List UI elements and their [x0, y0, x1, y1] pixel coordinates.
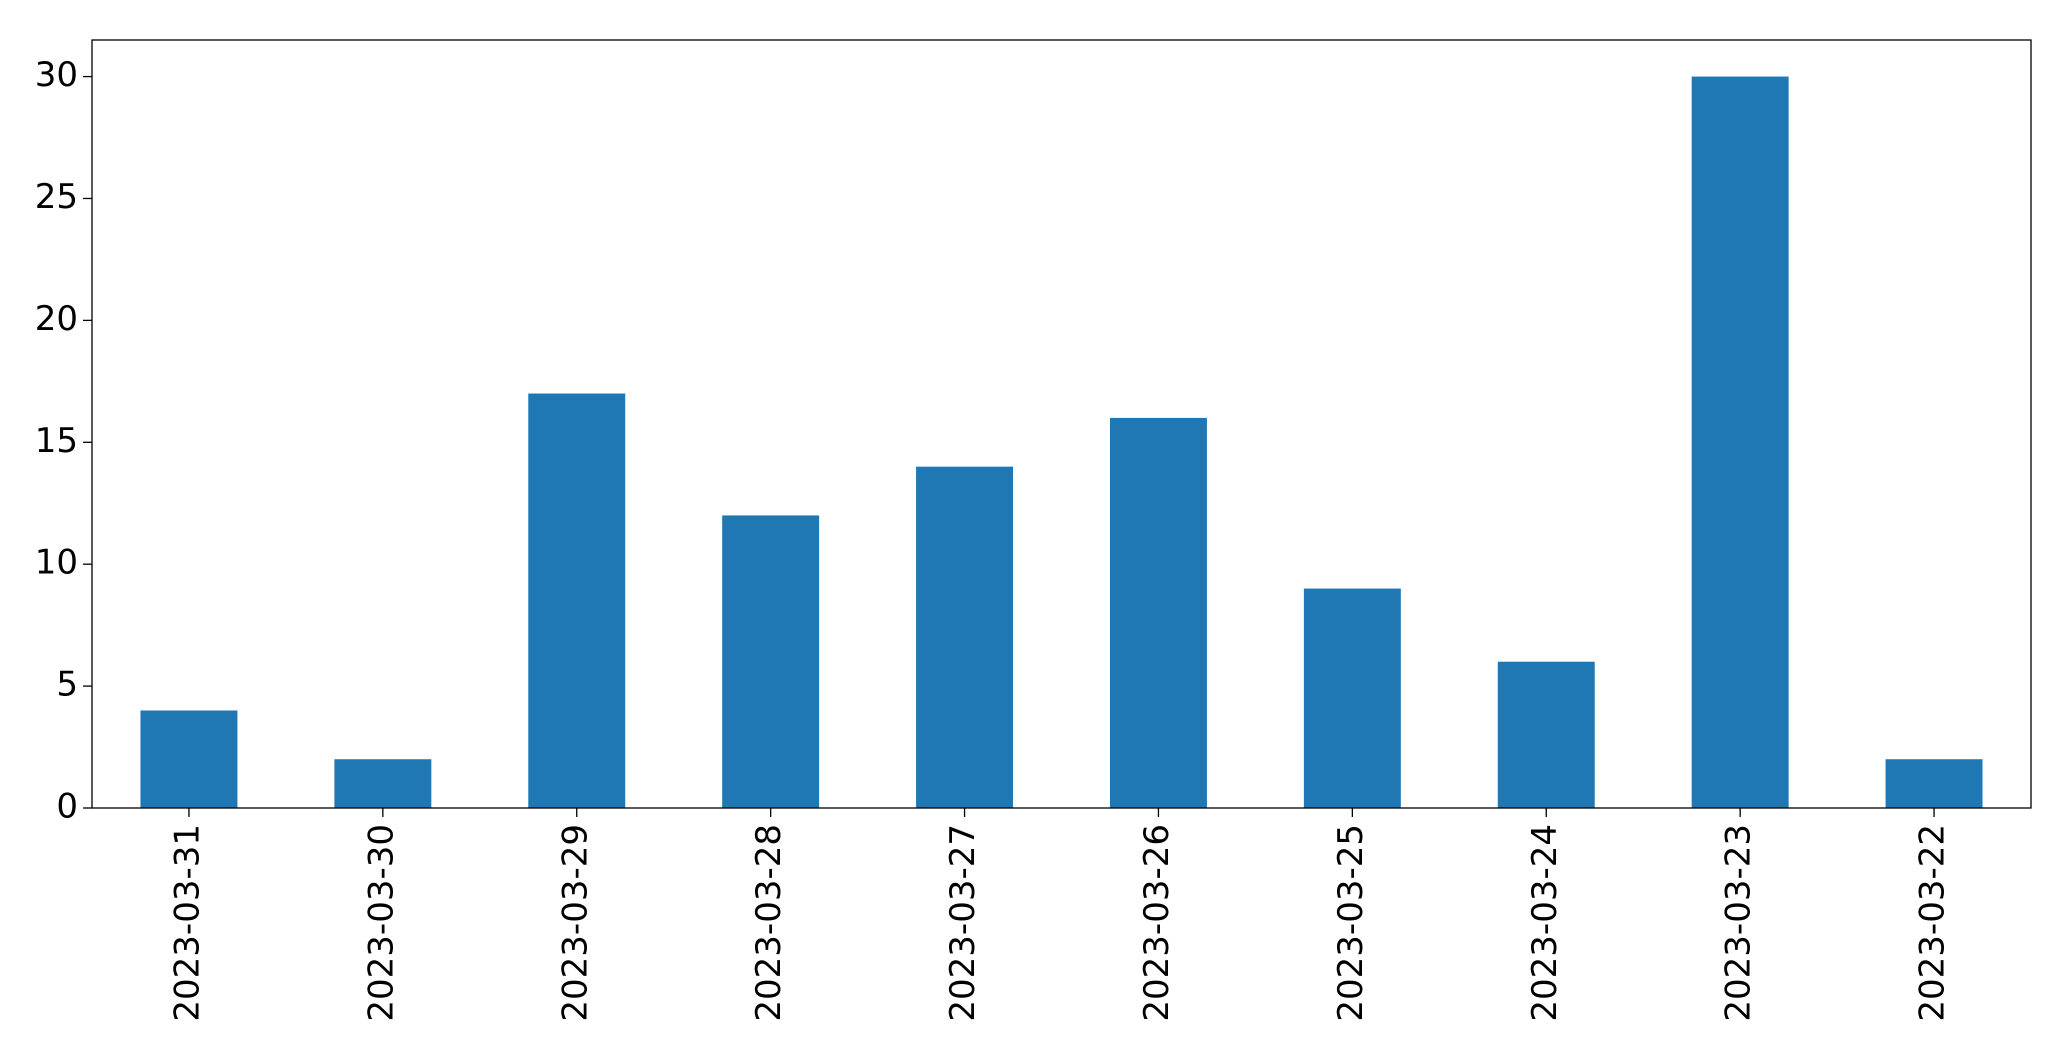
- x-tick-label: 2023-03-22: [1913, 824, 1953, 1022]
- bar: [1109, 417, 1207, 808]
- x-tick-label: 2023-03-26: [1137, 824, 1177, 1022]
- y-tick-label: 15: [35, 421, 78, 461]
- y-tick-label: 5: [56, 665, 78, 705]
- bar: [1691, 76, 1789, 809]
- y-tick-label: 30: [35, 55, 78, 95]
- y-tick-label: 25: [35, 177, 78, 217]
- y-tick-label: 0: [56, 787, 78, 827]
- bar: [916, 466, 1014, 808]
- x-tick-label: 2023-03-24: [1525, 824, 1565, 1022]
- y-tick-label: 20: [35, 299, 78, 339]
- bar: [1885, 759, 1983, 808]
- x-tick-label: 2023-03-28: [749, 824, 789, 1022]
- bar: [1497, 661, 1595, 808]
- x-tick-label: 2023-03-27: [943, 824, 983, 1022]
- x-tick-label: 2023-03-29: [555, 824, 595, 1022]
- bar: [334, 759, 432, 808]
- bar: [722, 515, 820, 808]
- bar: [528, 393, 626, 808]
- x-tick-label: 2023-03-23: [1719, 824, 1759, 1022]
- y-tick-label: 10: [35, 543, 78, 583]
- bar: [1303, 588, 1401, 808]
- plot-frame: [91, 39, 2032, 809]
- bar: [140, 710, 238, 808]
- x-tick-label: 2023-03-25: [1331, 824, 1371, 1022]
- x-tick-label: 2023-03-30: [361, 824, 401, 1022]
- x-tick-label: 2023-03-31: [167, 824, 207, 1022]
